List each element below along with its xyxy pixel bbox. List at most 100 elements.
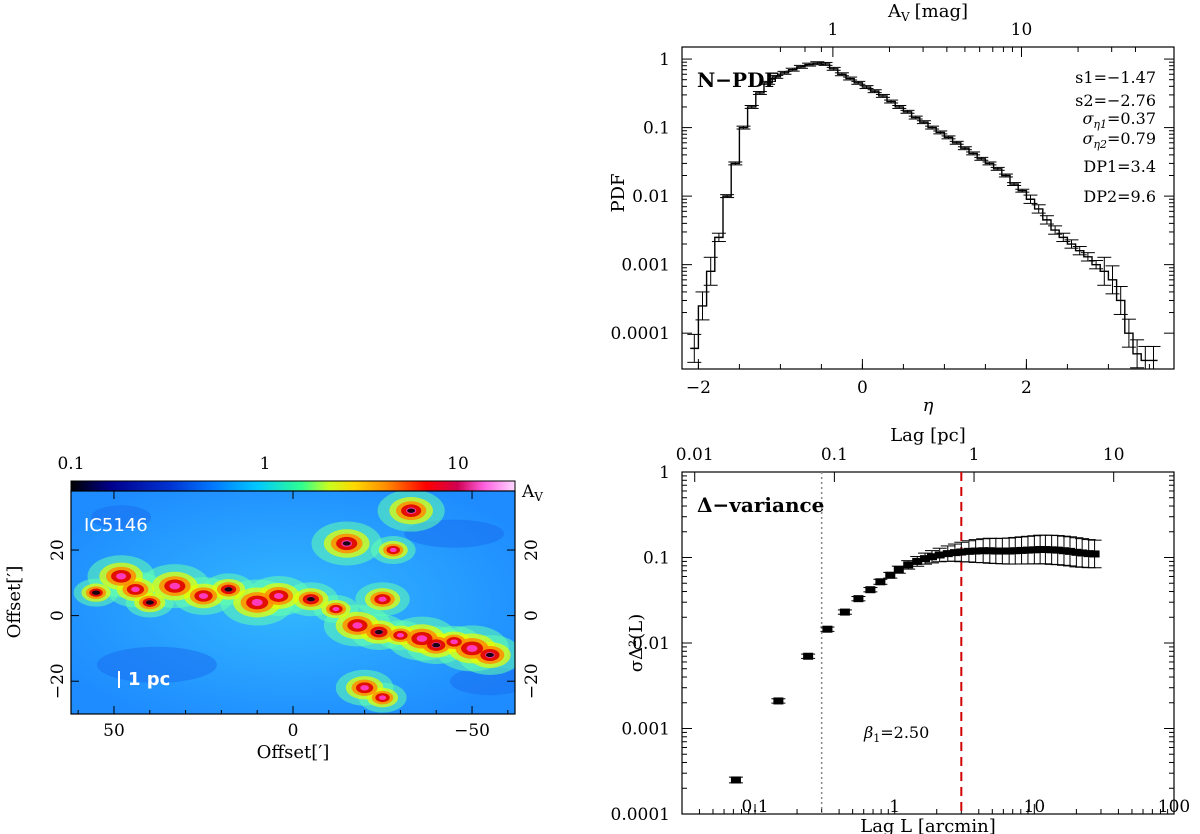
svg-text:AV: AV — [521, 482, 543, 504]
dv-data-point — [1040, 546, 1051, 554]
npdf-y-tick-label: 1 — [659, 50, 670, 70]
dv-beta-sub: 1 — [873, 732, 880, 745]
dv-y-tick-label: 0.01 — [632, 634, 670, 654]
map-filament-blob — [466, 644, 478, 652]
svg-text:ση2=0.79: ση2=0.79 — [1082, 129, 1156, 151]
delta-variance-panel: 0.1 1 10 100 0.01 0.1 1 10 0.0001 0.001 0.01 0.1 1 Δ… — [611, 425, 1191, 834]
map-core-blob — [407, 508, 416, 513]
dv-data-point — [1077, 549, 1088, 557]
dv-top-tick-label: 10 — [1103, 445, 1125, 465]
npdf-stat-dp1: DP1=3.4 — [1083, 157, 1156, 176]
dv-top-tick-label: 0.01 — [676, 445, 714, 465]
dv-beta-value: =2.50 — [880, 723, 929, 742]
map-y-tick-label-right: −20 — [522, 663, 542, 699]
dv-data-point — [934, 551, 945, 559]
dv-top-tick-label: 1 — [969, 445, 980, 465]
dv-data-point — [773, 697, 784, 705]
map-filament-blob — [116, 573, 127, 580]
extinction-map — [71, 491, 515, 714]
dv-top-tick-label: 0.1 — [821, 445, 848, 465]
map-axes: 50 0 −50 −20 −20 0 0 20 20 — [48, 491, 542, 741]
npdf-top-axis-label-unit: [mag] — [915, 1, 968, 22]
npdf-stat-sigma2-symbol: σ — [1082, 129, 1094, 148]
npdf-y-tick-label: 0.01 — [632, 187, 670, 207]
colorbar-tick-label: 0.1 — [57, 454, 84, 474]
svg-text:AV[mag]: AV [mag] — [887, 1, 968, 24]
npdf-panel: −2 0 2 0.0001 0.001 0.01 0.1 1 1 10 N−PDF s1=−1.4… — [608, 1, 1175, 416]
dv-data-point — [963, 547, 974, 555]
map-x-tick-label: −50 — [454, 721, 490, 741]
dv-data-point — [926, 553, 937, 561]
map-core-blob — [485, 652, 494, 658]
npdf-y-tick-label: 0.0001 — [611, 324, 670, 344]
dv-top-axis-label: Lag [pc] — [890, 425, 966, 446]
map-filament-blob — [360, 685, 369, 691]
colorbar: 0.1 1 10 AV — [57, 454, 543, 504]
map-x-tick-label: 50 — [103, 721, 125, 741]
dv-x-axis-label: Lag L [arcmin] — [860, 816, 995, 834]
scale-bar: 1 pc — [118, 669, 170, 690]
map-filament-blob — [450, 639, 458, 645]
npdf-x-tick-label: 0 — [857, 378, 868, 398]
map-filament-blob — [389, 547, 397, 553]
dv-data-point — [885, 571, 896, 579]
svg-text:β1=2.50: β1=2.50 — [863, 723, 929, 745]
map-title: IC5146 — [84, 515, 148, 536]
npdf-stat-sigma1-sub: η1 — [1093, 118, 1107, 131]
map-filament-blob — [251, 599, 263, 606]
dv-data-point — [956, 548, 967, 556]
map-filament-blob — [396, 633, 405, 638]
map-core-blob — [92, 590, 101, 595]
map-filament-blob — [352, 622, 363, 629]
dv-title: Δ−variance — [697, 493, 824, 517]
dv-data-point — [730, 776, 741, 784]
map-y-tick-label-right: 20 — [522, 539, 542, 561]
map-y-tick-label: −20 — [48, 663, 68, 699]
npdf-y-axis-label: PDF — [608, 173, 629, 212]
map-filament-blob — [131, 586, 140, 593]
map-y-axis-label: Offset[′] — [4, 566, 25, 639]
map-core-blob — [374, 629, 383, 635]
dv-data-point — [970, 547, 981, 555]
dv-data-point — [1064, 547, 1075, 555]
map-filament-blob — [169, 582, 181, 590]
dv-x-tick-label: 100 — [1158, 797, 1190, 817]
dv-y-tick-label: 0.0001 — [611, 805, 670, 825]
dv-data-point — [1058, 547, 1069, 555]
map-core-blob — [145, 600, 154, 605]
dv-data-point — [865, 586, 876, 594]
npdf-stat-sigma1-symbol: σ — [1082, 109, 1094, 128]
dv-data-point — [1022, 546, 1033, 554]
dv-data-point — [942, 550, 953, 558]
dv-data-point — [1004, 547, 1015, 555]
npdf-stat-sigma1-value: =0.37 — [1107, 109, 1156, 128]
dv-data-point — [1029, 546, 1040, 554]
npdf-top-tick-label: 10 — [1011, 20, 1033, 40]
npdf-y-tick-label: 0.1 — [643, 119, 670, 139]
map-y-tick-label-right: 0 — [522, 610, 542, 621]
map-x-tick-label: 0 — [288, 721, 299, 741]
colorbar-tick-label: 1 — [260, 454, 271, 474]
dv-data-point — [903, 561, 914, 569]
dv-data-point — [1052, 546, 1063, 554]
colorbar-label: A — [521, 482, 535, 502]
npdf-x-axis-label: η — [923, 395, 934, 416]
dv-y-tick-label: 1 — [659, 463, 670, 483]
dv-x-tick-label: 0.1 — [742, 797, 769, 817]
dv-data-point — [990, 547, 1001, 555]
scale-bar-label: 1 pc — [128, 669, 170, 690]
npdf-top-axis-label-sub: V — [900, 10, 910, 24]
dv-data-point — [949, 549, 960, 557]
map-filament-blob — [416, 635, 428, 642]
map-core-blob — [432, 642, 441, 648]
map-filament-blob — [332, 606, 340, 612]
map-core-blob — [342, 541, 351, 546]
npdf-y-tick-label: 0.001 — [621, 256, 670, 276]
map-filament-blob — [378, 695, 387, 700]
dv-data-point — [1035, 546, 1046, 554]
npdf-x-tick-label: 2 — [1021, 378, 1032, 398]
colorbar-tick-label: 10 — [447, 454, 469, 474]
dv-data-point — [1046, 546, 1057, 554]
svg-text:ση1=0.37: ση1=0.37 — [1082, 109, 1156, 131]
